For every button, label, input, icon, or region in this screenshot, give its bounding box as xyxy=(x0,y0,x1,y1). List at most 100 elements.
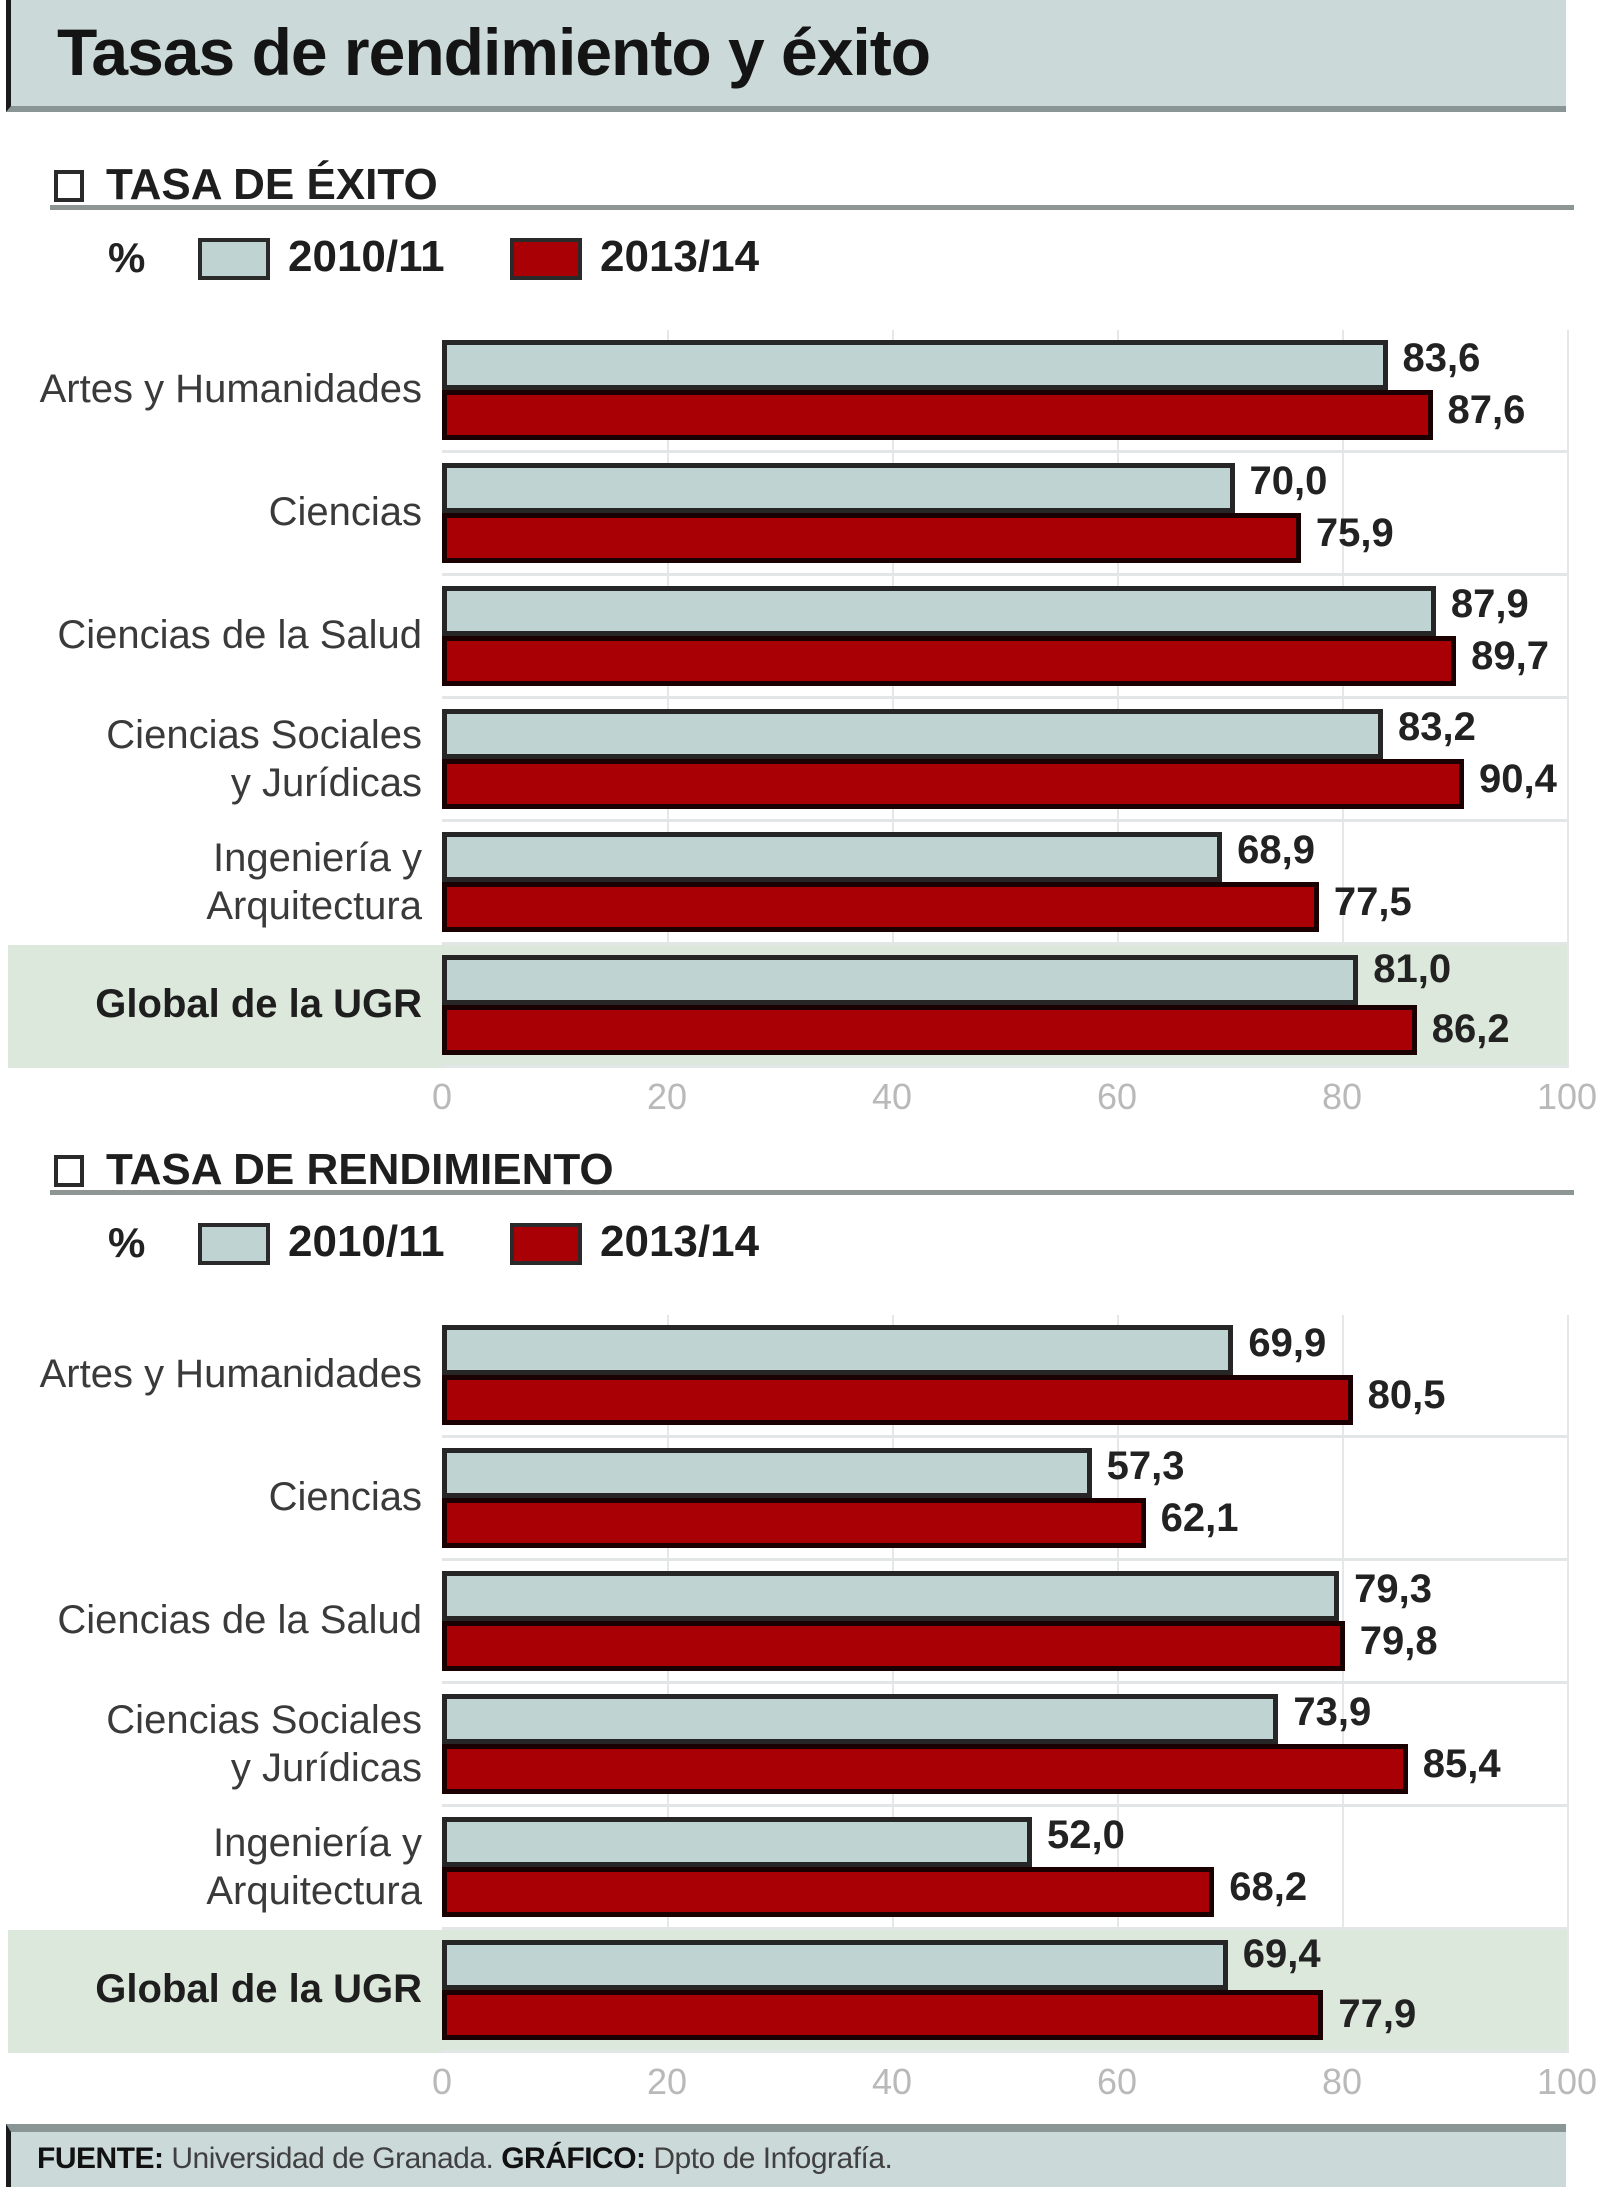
axis-tick: 40 xyxy=(871,2061,913,2102)
graphic-label: GRÁFICO: xyxy=(501,2142,646,2175)
category-label: Global de la UGR xyxy=(95,1967,422,2011)
bar-row: 52,0 68,2 xyxy=(442,1807,1567,1930)
category-label: Ingeniería y Arquitectura xyxy=(206,836,422,928)
bar-2013 xyxy=(442,1867,1215,1917)
graphic-text: Dpto de Infografía. xyxy=(653,2142,893,2175)
value-2013: 62,1 xyxy=(1160,1496,1239,1540)
value-2010: 70,0 xyxy=(1249,459,1328,503)
legend-label-2013: 2013/14 xyxy=(600,1217,760,1266)
value-2013: 77,9 xyxy=(1338,1992,1417,2036)
value-2013: 77,5 xyxy=(1333,880,1412,924)
value-2010: 69,4 xyxy=(1242,1932,1321,1976)
bar-2010 xyxy=(442,709,1383,759)
gridline xyxy=(1567,1315,1569,2053)
bar-2010 xyxy=(442,463,1235,513)
unit-label: % xyxy=(108,1219,146,1266)
checkbox-square-icon xyxy=(54,1155,84,1187)
value-2013: 85,4 xyxy=(1422,1742,1501,1786)
bar-2013 xyxy=(442,513,1301,563)
legend-label-2013: 2013/14 xyxy=(600,232,760,281)
gridline xyxy=(1342,1315,1344,2053)
category-label: Ciencias de la Salud xyxy=(57,1598,422,1642)
footer: FUENTE: Universidad de Granada. GRÁFICO:… xyxy=(6,2124,1566,2187)
axis-tick: 60 xyxy=(1096,2061,1138,2102)
bar-row: 81,0 86,2 xyxy=(442,945,1567,1068)
unit-label: % xyxy=(108,234,146,281)
value-2013: 68,2 xyxy=(1229,1865,1308,1909)
legend-label-2010: 2010/11 xyxy=(288,232,445,281)
category-label: Ciencias Sociales y Jurídicas xyxy=(106,1698,422,1790)
category-label: Ciencias xyxy=(268,490,422,534)
value-2010: 68,9 xyxy=(1237,828,1315,872)
legend-swatch-2013 xyxy=(510,238,582,280)
section-title: TASA DE ÉXITO xyxy=(106,160,438,209)
gridline xyxy=(1117,330,1119,1068)
gridline xyxy=(1342,330,1344,1068)
section-heading: TASA DE RENDIMIENTO xyxy=(50,1135,1574,1195)
bar-2010 xyxy=(442,955,1359,1005)
bar-2013 xyxy=(442,1375,1353,1425)
footer-credits: FUENTE: Universidad de Granada. GRÁFICO:… xyxy=(37,2142,893,2176)
value-2010: 87,9 xyxy=(1450,582,1529,626)
value-2010: 73,9 xyxy=(1293,1690,1372,1734)
legend-swatch-2013 xyxy=(510,1223,582,1265)
bar-row: 79,3 79,8 xyxy=(442,1561,1567,1684)
source-text: Universidad de Granada. xyxy=(171,2142,494,2175)
plot-area: 83,6 87,6 70,0 75,9 87,9 89,7 83,2 xyxy=(442,330,1569,1068)
value-2010: 69,9 xyxy=(1248,1321,1327,1365)
gridline xyxy=(892,330,894,1068)
axis-tick: 0 xyxy=(431,1076,453,1117)
value-2013: 80,5 xyxy=(1367,1373,1446,1417)
bar-row: 68,9 77,5 xyxy=(442,822,1567,945)
bar-2013 xyxy=(442,390,1433,440)
gridline xyxy=(1567,330,1569,1068)
category-label: Global de la UGR xyxy=(95,982,422,1026)
bar-row: 83,2 90,4 xyxy=(442,699,1567,822)
value-2010: 81,0 xyxy=(1373,947,1452,991)
bar-2013 xyxy=(442,882,1319,932)
bar-2010 xyxy=(442,1817,1032,1867)
axis-tick: 80 xyxy=(1321,1076,1363,1117)
gridline xyxy=(892,1315,894,2053)
value-2013: 87,6 xyxy=(1447,388,1526,432)
value-2010: 83,2 xyxy=(1398,705,1476,749)
axis-tick: 20 xyxy=(646,2061,688,2102)
bar-2010 xyxy=(442,1448,1092,1498)
bar-2010 xyxy=(442,340,1388,390)
category-label: Ciencias Sociales y Jurídicas xyxy=(106,713,422,805)
legend-label-2010: 2010/11 xyxy=(288,1217,445,1266)
bar-2010 xyxy=(442,1694,1279,1744)
checkbox-square-icon xyxy=(54,170,84,202)
axis-tick: 0 xyxy=(431,2061,453,2102)
bar-row: 70,0 75,9 xyxy=(442,453,1567,576)
bar-2010 xyxy=(442,586,1436,636)
axis-tick: 100 xyxy=(1536,2061,1598,2102)
category-label: Ciencias xyxy=(268,1475,422,1519)
bar-2010 xyxy=(442,1940,1228,1990)
bar-2013 xyxy=(442,1990,1324,2040)
bar-row: 83,6 87,6 xyxy=(442,330,1567,453)
category-label: Artes y Humanidades xyxy=(39,1352,422,1396)
bar-row: 69,4 77,9 xyxy=(442,1930,1567,2053)
axis-tick: 60 xyxy=(1096,1076,1138,1117)
value-2010: 83,6 xyxy=(1402,336,1481,380)
axis-tick: 80 xyxy=(1321,2061,1363,2102)
value-2010: 57,3 xyxy=(1106,1444,1185,1488)
axis-tick: 40 xyxy=(871,1076,913,1117)
bar-2013 xyxy=(442,636,1457,686)
gridline xyxy=(667,1315,669,2053)
axis-tick: 100 xyxy=(1536,1076,1598,1117)
bar-2010 xyxy=(442,1571,1340,1621)
title-bar: Tasas de rendimiento y éxito xyxy=(6,0,1566,112)
bar-row: 57,3 62,1 xyxy=(442,1438,1567,1561)
bar-row: 87,9 89,7 xyxy=(442,576,1567,699)
gridline xyxy=(1117,1315,1119,2053)
value-2013: 86,2 xyxy=(1431,1007,1510,1051)
value-2013: 79,8 xyxy=(1359,1619,1438,1663)
value-2010: 79,3 xyxy=(1354,1567,1432,1611)
bar-2013 xyxy=(442,1005,1417,1055)
bar-2013 xyxy=(442,1744,1408,1794)
legend-swatch-2010 xyxy=(198,1223,270,1265)
category-label: Ingeniería y Arquitectura xyxy=(206,1821,422,1913)
section-title: TASA DE RENDIMIENTO xyxy=(106,1145,614,1194)
